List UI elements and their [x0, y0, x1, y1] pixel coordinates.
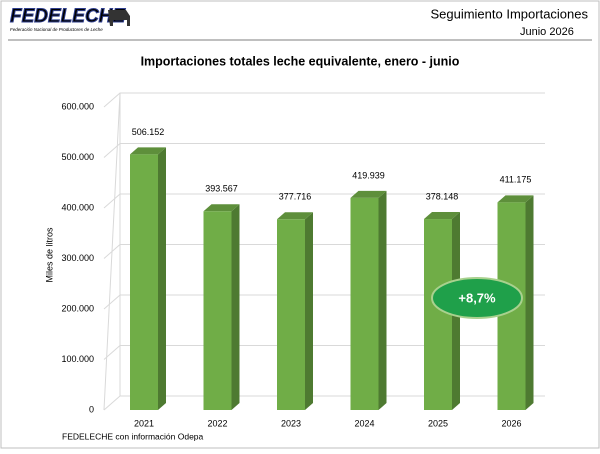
x-tick-label: 2024 [354, 418, 374, 428]
x-tick-label: 2023 [281, 418, 301, 428]
x-tick-label: 2026 [501, 418, 521, 428]
bar-side [305, 212, 313, 410]
bar [424, 219, 452, 410]
bar-top [497, 195, 534, 203]
value-label: 506.152 [132, 127, 165, 137]
x-tick-label: 2025 [428, 418, 448, 428]
grid-line [103, 294, 545, 310]
value-label: 419.939 [352, 170, 385, 180]
annotation-badge [431, 277, 523, 319]
bar-top [350, 190, 387, 198]
bar [277, 219, 305, 410]
annotation: +8,7% [458, 290, 496, 305]
grid-line [103, 193, 545, 209]
bar-side [378, 190, 387, 410]
x-tick-label: 2021 [134, 418, 154, 428]
bar [203, 211, 232, 410]
bar-top [424, 212, 460, 220]
bar-side [158, 147, 166, 410]
bar [350, 197, 379, 410]
bar-side [525, 195, 534, 410]
grid-line [103, 395, 545, 411]
bar-top [203, 204, 240, 212]
bar [130, 154, 158, 410]
grid-line [103, 244, 545, 259]
grid-line [103, 345, 545, 360]
value-label: 377.716 [279, 192, 312, 202]
logo-cow [108, 10, 130, 26]
y-tick-label: 600.000 [61, 101, 94, 111]
value-label: 393.567 [205, 184, 238, 194]
y-tick-label: 0 [89, 404, 94, 414]
grid-line [103, 143, 545, 158]
logo-subtitle: Federación Nacional de Productores de Le… [10, 27, 103, 32]
grid-line [103, 92, 545, 108]
y-tick-label: 200.000 [61, 303, 94, 313]
logo: FEDELECHE [10, 6, 126, 27]
y-tick-label: 500.000 [61, 152, 94, 162]
x-tick-label: 2022 [207, 418, 227, 428]
value-label: 411.175 [500, 175, 532, 185]
bar-top [130, 147, 166, 155]
y-tick-label: 300.000 [61, 253, 94, 263]
bar-side [231, 204, 240, 410]
value-label: 378.148 [426, 191, 459, 201]
y-tick-label: 100.000 [61, 354, 94, 364]
chart-title: Importaciones totales leche equivalente,… [141, 54, 460, 68]
source: FEDELECHE con información Odepa [62, 431, 204, 441]
bar-top [277, 212, 313, 220]
y-axis-label: Miles de litros [44, 227, 54, 283]
y-tick-label: 400.000 [61, 202, 94, 212]
header-title: Seguimiento Importaciones [430, 6, 588, 21]
header-date: Junio 2026 [520, 26, 574, 38]
